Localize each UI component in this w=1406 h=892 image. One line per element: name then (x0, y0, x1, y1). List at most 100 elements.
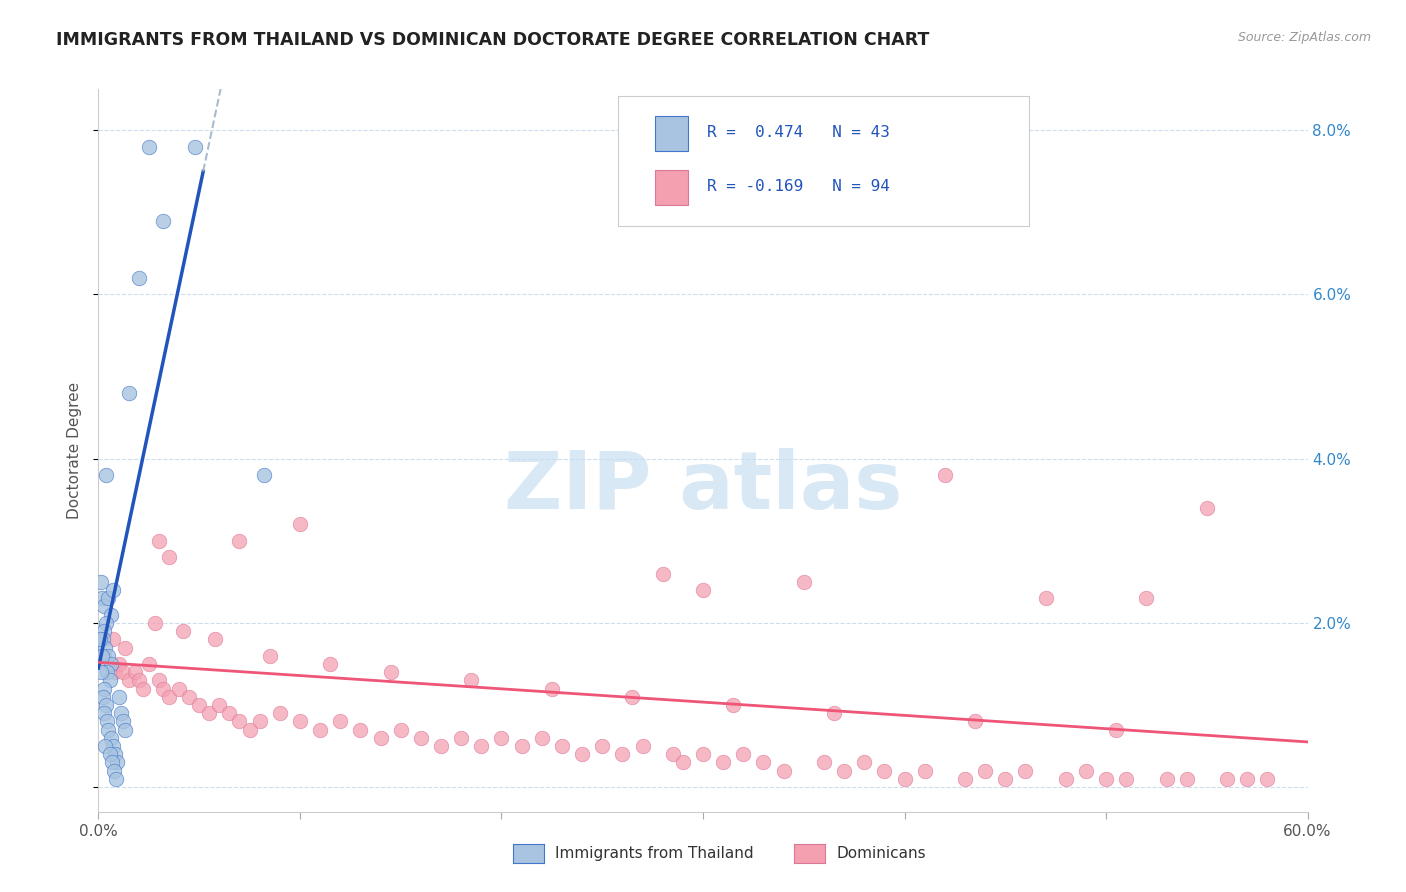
Point (90, 574, 112, 589)
FancyBboxPatch shape (619, 96, 1029, 227)
Point (89, 632, 111, 647)
Point (152, 213, 174, 227)
Point (100, 657, 122, 671)
Point (107, 657, 129, 671)
Point (953, 772, 976, 786)
Point (853, 756, 876, 770)
Point (101, 739, 124, 753)
Point (103, 665, 125, 680)
Point (124, 665, 146, 680)
Point (651, 566, 673, 581)
Point (239, 723, 262, 737)
Point (96, 615, 118, 630)
Point (98, 673, 121, 688)
Point (96, 665, 118, 680)
Point (269, 706, 291, 721)
Point (832, 764, 855, 778)
Point (96, 698, 118, 712)
Point (104, 772, 127, 786)
Point (111, 665, 134, 680)
Point (914, 764, 936, 778)
Point (93, 632, 115, 647)
Point (370, 731, 392, 745)
Point (772, 764, 794, 778)
Point (97, 648, 120, 663)
Text: IMMIGRANTS FROM THAILAND VS DOMINICAN DOCTORATE DEGREE CORRELATION CHART: IMMIGRANTS FROM THAILAND VS DOMINICAN DO… (56, 31, 929, 49)
Text: Dominicans: Dominicans (837, 847, 927, 861)
Point (93, 624, 115, 639)
Point (91, 648, 114, 663)
Point (288, 714, 311, 729)
Point (470, 739, 492, 753)
Point (380, 665, 402, 680)
Point (621, 690, 644, 704)
Text: Source: ZipAtlas.com: Source: ZipAtlas.com (1237, 31, 1371, 45)
Point (228, 714, 250, 729)
Y-axis label: Doctorate Degree: Doctorate Degree (66, 382, 82, 519)
Point (157, 690, 180, 704)
Point (1054, 772, 1077, 786)
Point (249, 714, 271, 729)
Point (148, 533, 170, 548)
Point (143, 615, 166, 630)
Point (167, 681, 190, 696)
Point (974, 764, 997, 778)
Point (409, 731, 432, 745)
Point (184, 139, 207, 153)
Point (100, 731, 122, 745)
Point (752, 756, 775, 770)
Point (100, 756, 122, 770)
Point (1105, 723, 1128, 737)
Point (430, 739, 453, 753)
Point (98, 747, 121, 762)
Point (96, 714, 118, 729)
Point (733, 747, 755, 762)
Point (96, 468, 118, 483)
Point (157, 550, 180, 565)
Point (259, 648, 281, 663)
Point (672, 756, 695, 770)
Point (107, 690, 129, 704)
Point (132, 681, 155, 696)
Point (105, 756, 128, 770)
Point (94, 640, 117, 655)
Point (530, 731, 553, 745)
Point (934, 468, 956, 483)
Point (1216, 772, 1239, 786)
Point (103, 764, 125, 778)
Point (172, 624, 194, 639)
Point (97, 591, 120, 606)
Point (218, 706, 240, 721)
Point (893, 772, 915, 786)
Point (1014, 764, 1036, 778)
Point (1175, 772, 1198, 786)
Point (91, 591, 114, 606)
Point (128, 673, 150, 688)
Point (93, 706, 115, 721)
Point (692, 747, 714, 762)
Point (994, 772, 1017, 786)
Point (97, 723, 120, 737)
Point (723, 698, 745, 712)
Point (591, 739, 613, 753)
Point (1035, 591, 1057, 606)
Point (813, 756, 835, 770)
Point (631, 739, 654, 753)
Point (612, 747, 634, 762)
Point (319, 657, 342, 671)
Point (491, 731, 513, 745)
Point (965, 714, 987, 729)
Point (1074, 764, 1097, 778)
Point (571, 747, 593, 762)
Point (198, 706, 221, 721)
Point (188, 698, 211, 712)
Point (1095, 772, 1118, 786)
Point (93, 599, 115, 614)
Point (460, 673, 482, 688)
Point (101, 632, 124, 647)
Point (349, 723, 371, 737)
Point (138, 657, 160, 671)
Point (510, 739, 533, 753)
Point (1156, 772, 1178, 786)
Point (179, 690, 201, 704)
